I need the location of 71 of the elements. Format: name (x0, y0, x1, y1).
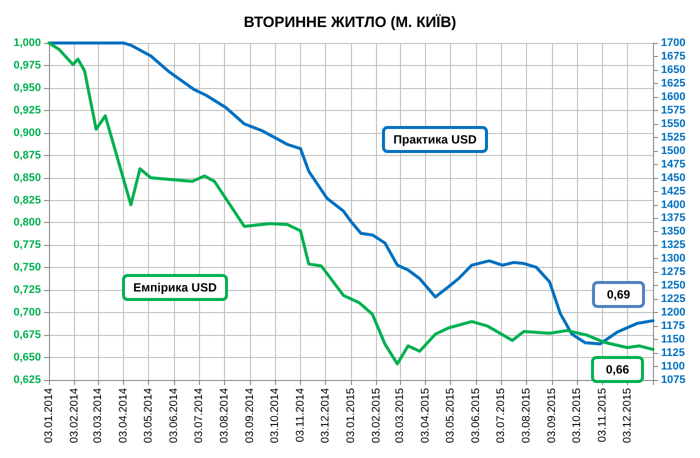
y-tick-label: 0,650 (13, 352, 41, 364)
y-tick-label: 0,875 (13, 149, 41, 162)
annotation: 0,69 (606, 288, 630, 302)
x-tick-label: 03.05.2014 (142, 388, 154, 444)
y2-tick-label: 1300 (661, 252, 686, 265)
y-tick-label: 0,825 (13, 194, 41, 206)
annotation: 0,66 (606, 362, 630, 376)
x-tick-label: 03.11.2015 (596, 388, 609, 442)
y2-tick-label: 1375 (661, 212, 686, 224)
y2-tick-label: 1275 (661, 266, 686, 278)
x-tick-label: 03.04.2015 (419, 388, 432, 444)
y2-tick-label: 1075 (661, 374, 686, 386)
y2-tick-label: 1125 (661, 347, 685, 360)
y-tick-label: 1,000 (13, 37, 41, 49)
x-tick-label: 03.02.2015 (370, 388, 383, 444)
x-tick-label: 03.09.2014 (244, 388, 256, 444)
y2-tick-label: 1700 (661, 37, 686, 49)
x-tick-label: 03.07.2015 (494, 388, 507, 444)
y2-tick-label: 1625 (661, 77, 686, 90)
y-tick-label: 0,625 (13, 374, 41, 386)
x-tick-label: 03.12.2014 (319, 388, 332, 444)
y-tick-label: 0,925 (13, 104, 41, 116)
y2-tick-label: 1675 (661, 50, 686, 62)
x-tick-label: 03.03.2014 (92, 388, 104, 444)
y2-tick-label: 1325 (661, 239, 686, 252)
y-tick-label: 0,700 (13, 306, 41, 319)
y2-tick-label: 1225 (661, 293, 686, 306)
y2-tick-label: 1650 (661, 64, 686, 76)
x-tick-label: 03.11.2014 (294, 388, 307, 442)
y2-tick-label: 1600 (661, 90, 686, 103)
x-tick-label: 03.12.2015 (621, 388, 634, 444)
x-tick-label: 03.09.2015 (546, 388, 558, 444)
y2-tick-label: 1450 (661, 172, 686, 184)
y-tick-label: 0,775 (13, 239, 41, 252)
y-tick-label: 0,750 (13, 262, 41, 274)
x-tick-label: 03.07.2014 (192, 388, 205, 444)
y2-tick-label: 1550 (661, 118, 686, 130)
x-tick-label: 03.03.2015 (394, 388, 406, 444)
x-tick-label: 03.10.2015 (570, 388, 583, 444)
y-tick-label: 0,800 (13, 216, 41, 229)
chart-title: ВТОРИННЕ ЖИТЛО (М. КИЇВ) (244, 14, 456, 31)
y-tick-label: 0,950 (13, 82, 41, 94)
text: Практика USD (393, 132, 477, 146)
y-tick-label: 0,675 (13, 329, 41, 342)
x-tick-label: 03.08.2015 (520, 388, 532, 444)
x-tick-label: 03.08.2014 (218, 388, 230, 444)
text: Емпірика USD (133, 280, 218, 294)
y2-tick-label: 1250 (661, 280, 686, 292)
x-tick-label: 03.01.2015 (345, 388, 357, 444)
y-tick-label: 0,850 (13, 172, 41, 184)
y-tick-label: 0,975 (13, 59, 41, 72)
y2-tick-label: 1150 (661, 334, 685, 346)
y2-tick-label: 1200 (661, 306, 686, 319)
y2-tick-label: 1575 (661, 104, 686, 116)
x-tick-label: 03.06.2015 (470, 388, 482, 444)
y2-tick-label: 1100 (661, 360, 685, 373)
x-tick-label: 03.05.2015 (444, 388, 456, 444)
x-tick-label: 03.04.2014 (117, 388, 130, 444)
x-tick-label: 03.06.2014 (168, 388, 180, 444)
y2-tick-label: 1525 (661, 131, 686, 144)
x-tick-label: 03.10.2014 (268, 388, 281, 444)
y2-tick-label: 1475 (661, 158, 686, 170)
y2-tick-label: 1500 (661, 144, 686, 157)
y2-tick-label: 1175 (661, 320, 685, 332)
y-tick-label: 0,725 (13, 284, 41, 296)
y-tick-label: 0,900 (13, 126, 41, 139)
y2-tick-label: 1425 (661, 185, 686, 198)
x-tick-label: 03.01.2014 (43, 388, 55, 444)
x-tick-label: 03.02.2014 (68, 388, 81, 444)
y2-tick-label: 1350 (661, 226, 686, 238)
y2-tick-label: 1400 (661, 198, 686, 211)
